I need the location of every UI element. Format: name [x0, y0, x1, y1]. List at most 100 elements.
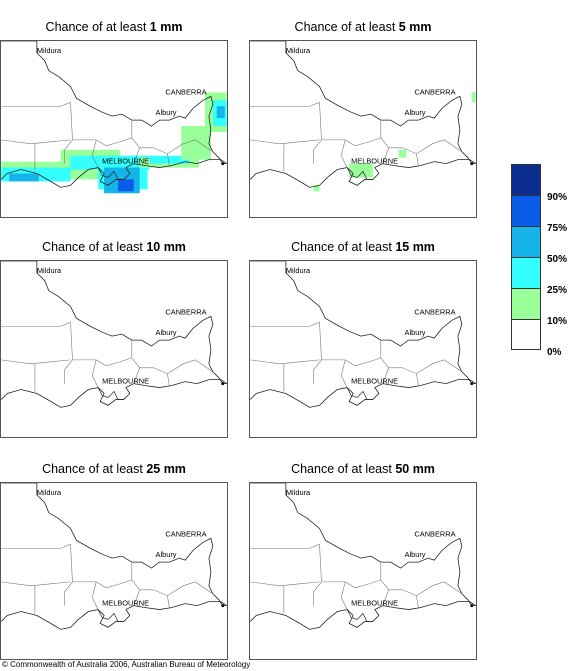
district-boundary: [416, 373, 419, 386]
city-label-melbourne: MELBOURNE: [351, 377, 398, 386]
district-boundary: [91, 359, 99, 388]
district-map: Mildura CANBERRA Albury MELBOURNE: [1, 41, 227, 194]
district-boundary: [1, 139, 71, 145]
district-boundary: [380, 579, 463, 597]
rain-probability-cell: [149, 155, 190, 164]
city-label-melbourne: MELBOURNE: [102, 377, 149, 386]
state-border: [250, 41, 476, 165]
district-boundary: [72, 357, 132, 367]
district-boundary: [313, 544, 322, 606]
legend-swatch-10-25: [511, 288, 541, 319]
district-boundary: [416, 595, 419, 608]
panel-title-1mm: Chance of at least 1 mm: [45, 20, 183, 34]
city-label-albury: Albury: [405, 108, 426, 117]
district-boundary: [1, 581, 71, 587]
port-phillip-bay: [346, 167, 373, 180]
district-boundary: [250, 322, 320, 327]
coastline: [1, 159, 227, 188]
rain-probability-cell: [398, 149, 407, 158]
city-label-albury: Albury: [405, 328, 426, 337]
port-phillip-bay: [97, 609, 124, 622]
panel-title-10mm: Chance of at least 10 mm: [42, 240, 186, 254]
district-boundary: [416, 153, 419, 166]
district-map: Mildura CANBERRA Albury MELBOURNE: [250, 483, 476, 630]
map-1mm: Mildura CANBERRA Albury MELBOURNE: [0, 40, 228, 218]
city-label-canberra: CANBERRA: [165, 529, 206, 538]
port-phillip-bay: [346, 387, 373, 400]
district-boundary: [340, 139, 348, 168]
district-boundary: [131, 357, 214, 375]
map-25mm: Mildura CANBERRA Albury MELBOURNE: [0, 482, 228, 660]
coastline: [250, 379, 476, 408]
city-label-melbourne: MELBOURNE: [102, 157, 149, 166]
copyright-notice: © Commonwealth of Australia 2006, Austra…: [2, 660, 251, 669]
gabo-island-marker: [221, 162, 225, 166]
district-boundary: [133, 147, 140, 164]
city-label-albury: Albury: [156, 108, 177, 117]
district-boundary: [167, 373, 170, 386]
district-boundary: [382, 147, 389, 164]
city-label-canberra: CANBERRA: [165, 307, 206, 316]
district-boundary: [321, 137, 381, 147]
city-label-canberra: CANBERRA: [414, 529, 455, 538]
district-boundary: [321, 579, 381, 589]
legend-label-90: 90%: [547, 192, 568, 203]
district-boundary: [1, 102, 71, 107]
city-label-melbourne: MELBOURNE: [351, 599, 398, 608]
district-boundary: [380, 137, 463, 155]
coastline: [250, 601, 476, 630]
city-label-canberra: CANBERRA: [414, 307, 455, 316]
panel-title-50mm: Chance of at least 50 mm: [291, 462, 435, 476]
map-10mm: Mildura CANBERRA Albury MELBOURNE: [0, 260, 228, 438]
gabo-island-marker: [470, 604, 474, 608]
panel-title-15mm: Chance of at least 15 mm: [291, 240, 435, 254]
gabo-island-marker: [470, 382, 474, 386]
gabo-island-marker: [221, 382, 225, 386]
legend-label-10: 10%: [547, 316, 568, 327]
district-boundary: [91, 581, 99, 610]
district-map: Mildura CANBERRA Albury MELBOURNE: [1, 261, 227, 408]
city-label-albury: Albury: [156, 328, 177, 337]
district-boundary: [64, 102, 73, 164]
rain-probability-cell: [117, 179, 134, 192]
panel-title-25mm: Chance of at least 25 mm: [42, 462, 186, 476]
district-map: Mildura CANBERRA Albury MELBOURNE: [1, 483, 227, 630]
district-boundary: [167, 595, 170, 608]
rain-probability-cell: [9, 173, 39, 182]
legend-label-50: 50%: [547, 254, 568, 265]
district-boundary: [382, 367, 389, 384]
coastline: [1, 601, 227, 630]
city-label-albury: Albury: [405, 550, 426, 559]
district-boundary: [133, 367, 140, 384]
district-boundary: [340, 359, 348, 388]
district-boundary: [250, 359, 320, 365]
district-boundary: [340, 581, 348, 610]
legend-label-75: 75%: [547, 223, 568, 234]
city-label-mildura: Mildura: [37, 46, 62, 55]
state-border: [1, 41, 227, 165]
district-boundary: [380, 357, 463, 375]
district-boundary: [1, 359, 71, 365]
district-boundary: [91, 139, 99, 168]
gabo-island-marker: [470, 162, 474, 166]
district-boundary: [250, 102, 320, 107]
district-boundary: [313, 322, 322, 384]
state-border: [1, 261, 227, 385]
district-map: Mildura CANBERRA Albury MELBOURNE: [250, 41, 476, 192]
legend-label-25: 25%: [547, 285, 568, 296]
district-boundary: [250, 581, 320, 587]
district-boundary: [131, 579, 214, 597]
rain-probability-cell: [60, 149, 120, 162]
city-label-canberra: CANBERRA: [414, 87, 455, 96]
city-label-melbourne: MELBOURNE: [102, 599, 149, 608]
probability-legend: [511, 164, 541, 350]
district-boundary: [250, 139, 320, 145]
map-15mm: Mildura CANBERRA Albury MELBOURNE: [249, 260, 477, 438]
port-phillip-bay: [346, 609, 373, 622]
legend-swatch-50-75: [511, 226, 541, 257]
district-map: Mildura CANBERRA Albury MELBOURNE: [250, 261, 476, 408]
city-label-mildura: Mildura: [286, 46, 311, 55]
map-5mm: Mildura CANBERRA Albury MELBOURNE: [249, 40, 477, 218]
legend-swatch-90-100: [511, 164, 541, 195]
district-boundary: [382, 589, 389, 606]
